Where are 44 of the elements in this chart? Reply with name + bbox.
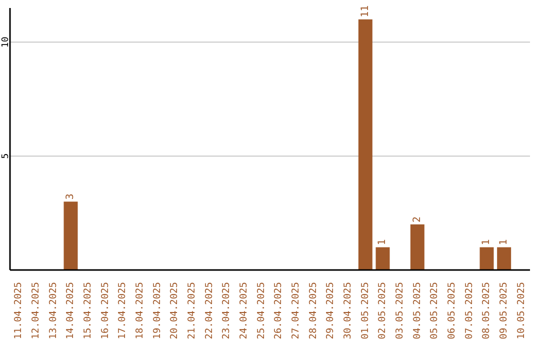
bar	[358, 19, 372, 270]
x-tick-label: 03.05.2025	[394, 282, 406, 340]
x-tick-label: 13.04.2025	[48, 282, 59, 340]
x-tick-label: 27.04.2025	[290, 282, 302, 340]
x-tick-label: 15.04.2025	[82, 282, 94, 340]
x-tick-label: 10.05.2025	[516, 282, 527, 340]
x-tick-label: 24.04.2025	[238, 282, 250, 340]
x-tick-label: 17.04.2025	[117, 282, 128, 340]
y-tick-label: 5	[1, 153, 11, 159]
x-tick-label: 02.05.2025	[377, 282, 388, 340]
bar	[410, 224, 424, 270]
x-tick-label: 07.05.2025	[464, 282, 475, 340]
bar	[64, 202, 78, 270]
x-tick-label: 14.04.2025	[65, 282, 76, 340]
bar	[376, 247, 390, 270]
data-label: 3	[65, 194, 76, 200]
x-tick-label: 23.04.2025	[221, 282, 232, 340]
x-tick-label: 26.04.2025	[273, 282, 284, 340]
x-tick-label: 11.04.2025	[13, 282, 24, 340]
data-label: 1	[377, 239, 388, 246]
x-tick-label: 16.04.2025	[100, 282, 111, 340]
x-tick-label: 28.04.2025	[308, 282, 319, 340]
x-tick-label: 25.04.2025	[256, 282, 267, 340]
x-tick-label: 09.05.2025	[498, 282, 510, 340]
bar	[480, 247, 494, 270]
data-label: 1	[481, 239, 492, 246]
x-tick-label: 22.04.2025	[204, 282, 215, 340]
x-tick-label: 12.04.2025	[30, 282, 42, 340]
x-tick-label: 06.05.2025	[446, 282, 458, 340]
x-tick-label: 20.04.2025	[169, 282, 180, 340]
bar	[497, 247, 512, 270]
data-label: 2	[412, 216, 423, 222]
x-tick-label: 18.04.2025	[134, 282, 146, 340]
x-tick-label: 01.05.2025	[360, 282, 371, 340]
x-tick-label: 30.04.2025	[342, 282, 354, 340]
x-tick-label: 19.04.2025	[152, 282, 163, 340]
x-tick-label: 04.05.2025	[412, 282, 423, 340]
data-label: 11	[360, 5, 371, 18]
x-tick-label: 29.04.2025	[325, 282, 336, 340]
data-label: 1	[498, 239, 510, 246]
y-tick-label: 10	[1, 36, 11, 48]
x-tick-label: 08.05.2025	[481, 282, 492, 340]
x-tick-label: 21.04.2025	[186, 282, 198, 340]
x-tick-label: 05.05.2025	[429, 282, 440, 340]
